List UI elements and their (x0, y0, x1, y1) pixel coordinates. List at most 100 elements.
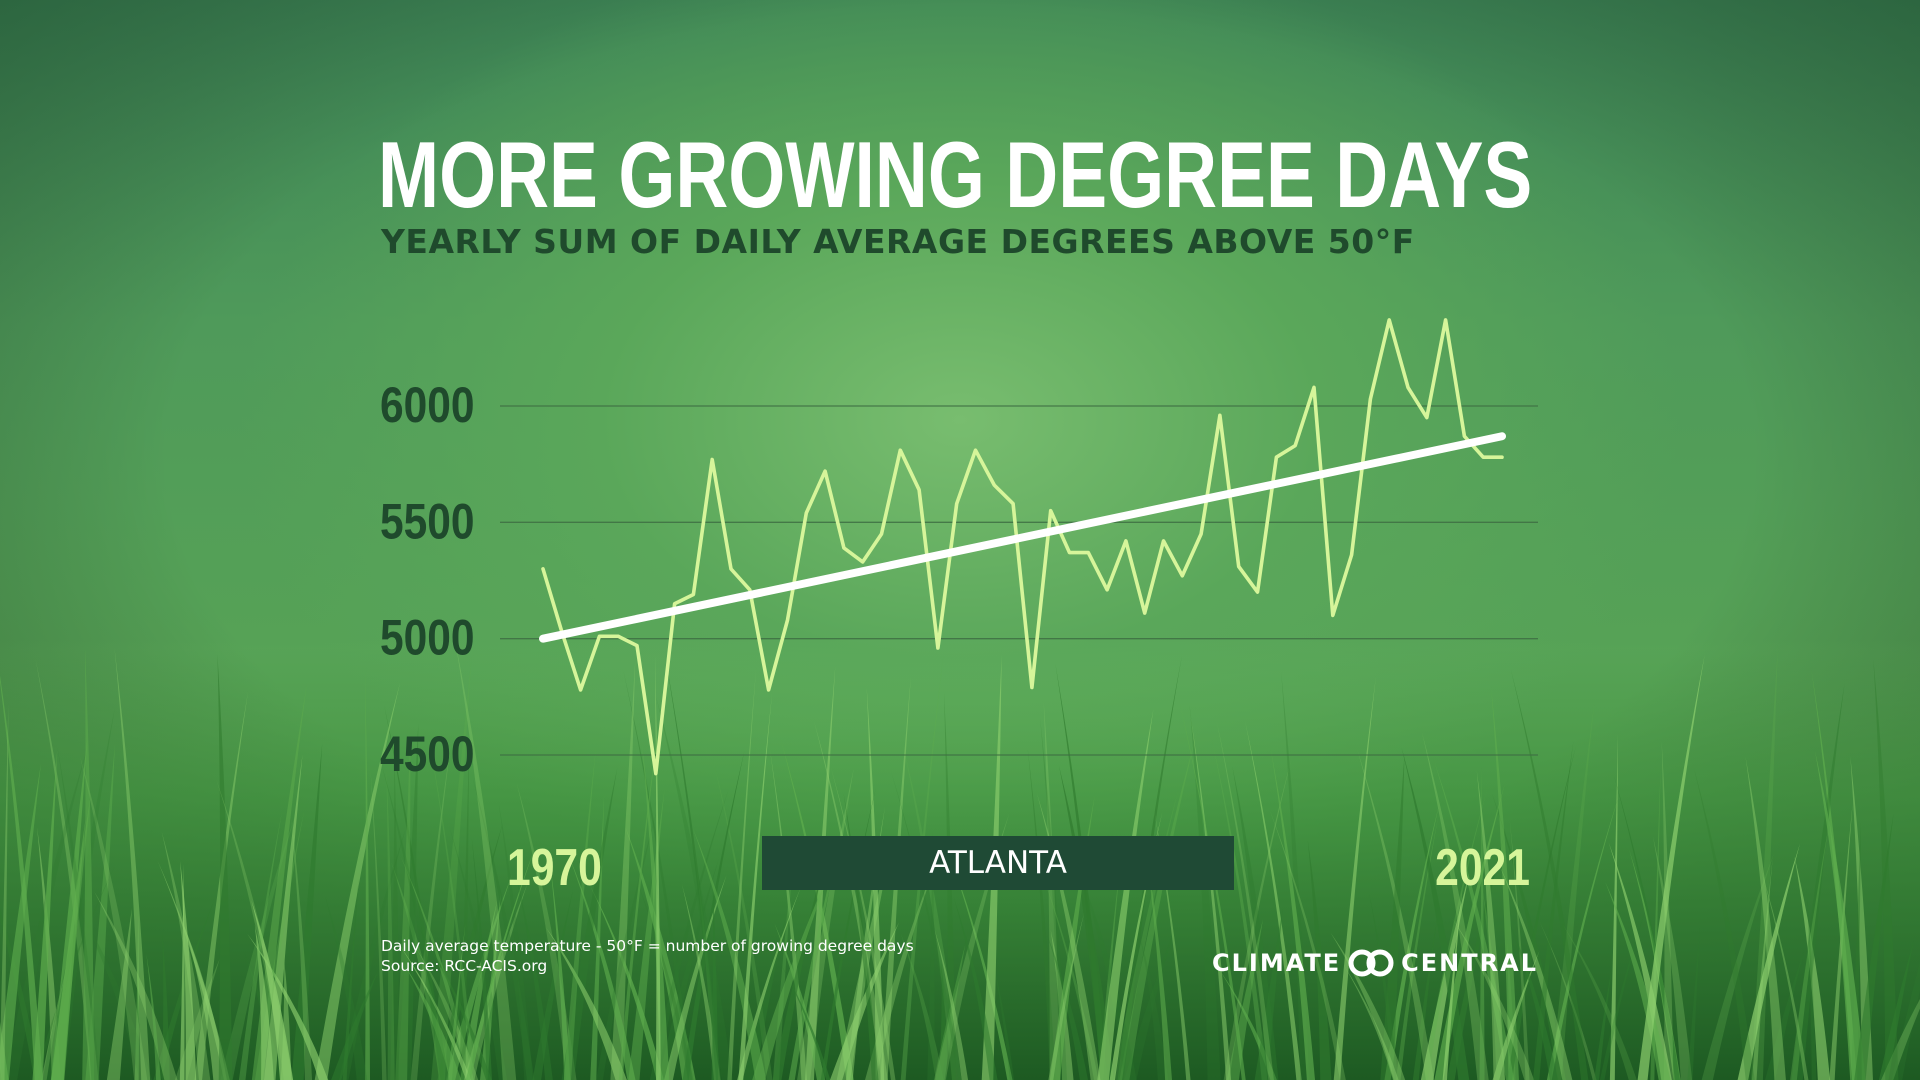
grass-blade (1040, 718, 1067, 1080)
grass-blade (1226, 918, 1264, 1080)
grass-blade (1551, 699, 1595, 1080)
grass-blade (953, 898, 998, 1080)
grass-blade (1492, 950, 1540, 1080)
grass-blade (546, 927, 627, 1080)
grass-blade (829, 922, 900, 1080)
grass-blade (1216, 719, 1274, 1080)
grass-blade (1442, 888, 1463, 1080)
grass-blade (397, 723, 419, 1080)
grass-blade (1759, 865, 1809, 1080)
grass-blade (1687, 927, 1700, 1080)
grass-blade (692, 827, 767, 1080)
grass-blade (1270, 748, 1316, 1080)
grass-blade (1637, 654, 1705, 1080)
grass-blade (370, 769, 387, 1080)
grass-blade (1139, 936, 1169, 1080)
grass-blade (437, 824, 503, 1080)
grass-blade (939, 961, 948, 1080)
grass-blade (384, 705, 445, 1080)
grass-blade (445, 874, 513, 1080)
grass-blade (449, 828, 508, 1080)
grass-blade (1422, 786, 1488, 1080)
grass-blade (386, 767, 395, 1080)
grass-blade (934, 813, 1010, 1080)
grass-blade (498, 802, 533, 1080)
grass-blade (183, 925, 227, 1080)
grass-blade (465, 846, 536, 1080)
x-axis-tick-labels: 1970 2021 (507, 839, 1530, 897)
grass-blade (1412, 917, 1438, 1080)
grass-blade (843, 793, 879, 1080)
grass-blade (1452, 918, 1535, 1080)
city-label-box: ATLANTA (762, 836, 1234, 890)
x-tick-label-start: 1970 (507, 839, 602, 897)
grass-blade (1806, 888, 1817, 1080)
grass-blade (32, 750, 58, 1080)
series-line-0 (541, 318, 1504, 776)
grass-blade (738, 692, 773, 1080)
grass-blade (390, 756, 399, 1080)
grass-blade (471, 838, 493, 1080)
grass-blade (568, 853, 636, 1080)
grass-blade (1048, 912, 1085, 1080)
brand-logo: CLIMATE CENTRAL (1212, 946, 1538, 980)
grass-blade (472, 779, 535, 1080)
grass-blade (0, 703, 9, 1080)
x-tick-label-end: 2021 (1435, 839, 1530, 897)
grass-blade (1652, 836, 1693, 1080)
grass-blade (1532, 741, 1574, 1080)
grass-blade (251, 900, 294, 1080)
grass-blade (395, 734, 411, 1080)
grass-blade (1124, 928, 1175, 1080)
y-tick-label-4500: 4500 (380, 726, 475, 782)
grass-blade (1384, 801, 1440, 1080)
grass-blade (0, 675, 43, 1080)
grass-blade (1661, 741, 1674, 1080)
grass-blade (41, 962, 68, 1080)
grass-blade (1854, 813, 1894, 1080)
grass-blade (1491, 686, 1519, 1080)
grass-blade (417, 925, 492, 1080)
grass-blade (1269, 810, 1346, 1080)
grass-blade (314, 682, 401, 1080)
grass-blade (1189, 705, 1221, 1080)
grass-blade (1482, 887, 1506, 1080)
grass-blade (0, 762, 42, 1080)
grass-blade (1794, 855, 1831, 1080)
grass-blade (405, 966, 462, 1080)
grass-blade (1117, 655, 1182, 1080)
grass-blade (82, 645, 95, 1080)
grass-blade (788, 795, 852, 1080)
grass-blade (1605, 881, 1671, 1080)
y-tick-label-5000: 5000 (380, 609, 475, 665)
grass-blade (365, 668, 371, 1080)
grass-blade (1539, 920, 1597, 1080)
brand-word-right: CENTRAL (1401, 949, 1538, 977)
grass-blade (1307, 840, 1332, 1080)
grass-blade (946, 845, 1013, 1080)
grass-blade (589, 884, 664, 1080)
grass-blade (455, 640, 517, 1080)
grass-blade (179, 863, 185, 1080)
grass-blade (1765, 949, 1805, 1080)
grass-blade (515, 873, 553, 1080)
grass-blade (658, 859, 719, 1080)
chart-subtitle: YEARLY SUM OF DAILY AVERAGE DEGREES ABOV… (381, 222, 1415, 261)
grass-blade (291, 817, 313, 1080)
grass-blade (1790, 826, 1829, 1080)
grass-blade (57, 747, 100, 1080)
grass-blade (1507, 746, 1576, 1080)
grass-blade (381, 763, 449, 1080)
two-linked-circles-icon (1348, 949, 1394, 977)
grass-blade (342, 878, 359, 1080)
grass-blade (1178, 696, 1246, 1080)
grass-blade (1420, 873, 1470, 1080)
grass-blade (1421, 732, 1489, 1080)
grass-blade (51, 818, 86, 1080)
grass-blade (900, 933, 944, 1080)
grass-blade (427, 730, 476, 1080)
grass-blade (563, 746, 597, 1080)
grass-blade (416, 947, 479, 1080)
grass-blade (1614, 775, 1680, 1080)
grass-blade (1043, 700, 1061, 1080)
